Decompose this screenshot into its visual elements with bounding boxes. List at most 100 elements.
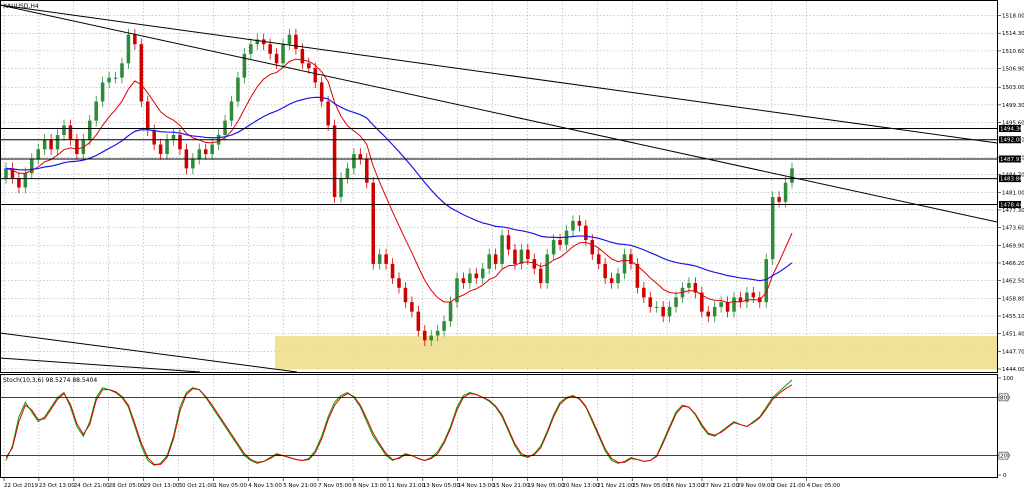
candle-body[interactable] <box>203 149 208 155</box>
candle-body[interactable] <box>777 197 781 202</box>
candle-body[interactable] <box>319 82 324 102</box>
candle-body[interactable] <box>377 254 382 264</box>
trendline-upper[interactable] <box>0 4 998 144</box>
candle-body[interactable] <box>532 259 537 269</box>
candle-body[interactable] <box>783 182 788 202</box>
candle-body[interactable] <box>29 158 34 174</box>
trendline-lower-b[interactable] <box>0 357 201 373</box>
candle-body[interactable] <box>365 158 369 183</box>
candle-body[interactable] <box>397 278 401 288</box>
candle-body[interactable] <box>113 77 118 79</box>
candle-body[interactable] <box>242 53 247 78</box>
candle-body[interactable] <box>191 158 195 169</box>
candle-body[interactable] <box>300 48 305 64</box>
candle-body[interactable] <box>712 306 717 317</box>
candle-body[interactable] <box>139 44 144 102</box>
candle-body[interactable] <box>519 249 524 264</box>
candle-body[interactable] <box>197 149 202 159</box>
candle-body[interactable] <box>339 177 343 198</box>
candle-body[interactable] <box>687 283 691 288</box>
candle-body[interactable] <box>49 139 53 150</box>
candle-body[interactable] <box>468 273 472 284</box>
candle-body[interactable] <box>719 302 723 307</box>
candle-body[interactable] <box>42 139 47 150</box>
candle-body[interactable] <box>448 302 453 322</box>
candle-body[interactable] <box>642 287 646 298</box>
candle-body[interactable] <box>326 101 330 126</box>
candle-body[interactable] <box>629 254 633 264</box>
candle-body[interactable] <box>674 297 678 307</box>
candle-body[interactable] <box>17 177 21 188</box>
candle-body[interactable] <box>23 173 28 188</box>
candle-body[interactable] <box>487 254 491 269</box>
trendline-lower-a[interactable] <box>0 332 298 373</box>
candle-body[interactable] <box>770 197 775 260</box>
candle-body[interactable] <box>538 268 543 284</box>
candle-body[interactable] <box>506 235 511 250</box>
candle-body[interactable] <box>558 240 562 245</box>
candle-body[interactable] <box>94 101 98 121</box>
candle-body[interactable] <box>145 101 150 131</box>
candle-body[interactable] <box>648 297 653 307</box>
candle-body[interactable] <box>249 44 253 54</box>
candle-body[interactable] <box>609 278 614 284</box>
candle-body[interactable] <box>596 254 601 264</box>
candle-body[interactable] <box>126 34 131 64</box>
candle-body[interactable] <box>268 44 272 54</box>
candle-body[interactable] <box>371 182 376 264</box>
candle-body[interactable] <box>442 321 446 331</box>
candle-body[interactable] <box>577 220 582 226</box>
candle-body[interactable] <box>294 34 298 49</box>
candle-body[interactable] <box>274 53 279 64</box>
candle-body[interactable] <box>551 240 556 255</box>
candle-body[interactable] <box>745 292 749 303</box>
candle-body[interactable] <box>75 139 79 155</box>
candle-body[interactable] <box>236 77 240 102</box>
candle-body[interactable] <box>358 154 363 159</box>
candle-body[interactable] <box>725 302 730 312</box>
candle-body[interactable] <box>352 154 356 169</box>
candle-body[interactable] <box>178 134 182 150</box>
candle-body[interactable] <box>667 306 672 317</box>
candle-body[interactable] <box>764 259 769 303</box>
candle-body[interactable] <box>36 149 40 159</box>
candle-body[interactable] <box>603 263 607 279</box>
candle-body[interactable] <box>390 263 395 279</box>
candle-body[interactable] <box>571 220 575 231</box>
candle-body[interactable] <box>751 292 756 298</box>
candle-body[interactable] <box>693 283 698 293</box>
candle-body[interactable] <box>435 330 440 336</box>
candle-body[interactable] <box>313 68 318 83</box>
candle-body[interactable] <box>133 34 137 45</box>
candle-body[interactable] <box>384 254 388 264</box>
candle-body[interactable] <box>62 125 66 135</box>
candle-body[interactable] <box>332 125 337 198</box>
candle-body[interactable] <box>403 287 408 303</box>
candle-body[interactable] <box>732 297 736 312</box>
candle-body[interactable] <box>55 134 60 150</box>
candle-body[interactable] <box>307 63 311 69</box>
candle-body[interactable] <box>68 125 73 140</box>
candle-body[interactable] <box>152 130 156 145</box>
candle-body[interactable] <box>410 302 414 312</box>
candle-body[interactable] <box>345 168 350 178</box>
candle-body[interactable] <box>738 297 743 303</box>
candle-body[interactable] <box>287 34 292 45</box>
candle-body[interactable] <box>171 134 176 140</box>
candle-body[interactable] <box>165 139 169 155</box>
candle-body[interactable] <box>281 44 285 64</box>
candle-body[interactable] <box>526 249 530 260</box>
candle-body[interactable] <box>461 278 466 284</box>
candle-body[interactable] <box>474 273 479 279</box>
candle-body[interactable] <box>480 268 485 279</box>
candle-body[interactable] <box>584 225 588 241</box>
candle-body[interactable] <box>4 168 8 178</box>
candle-body[interactable] <box>700 292 704 312</box>
candle-body[interactable] <box>500 235 504 264</box>
candle-body[interactable] <box>455 278 459 303</box>
candle-body[interactable] <box>622 254 627 274</box>
candle-body[interactable] <box>513 249 517 264</box>
candle-body[interactable] <box>87 120 92 140</box>
candle-body[interactable] <box>545 254 549 284</box>
